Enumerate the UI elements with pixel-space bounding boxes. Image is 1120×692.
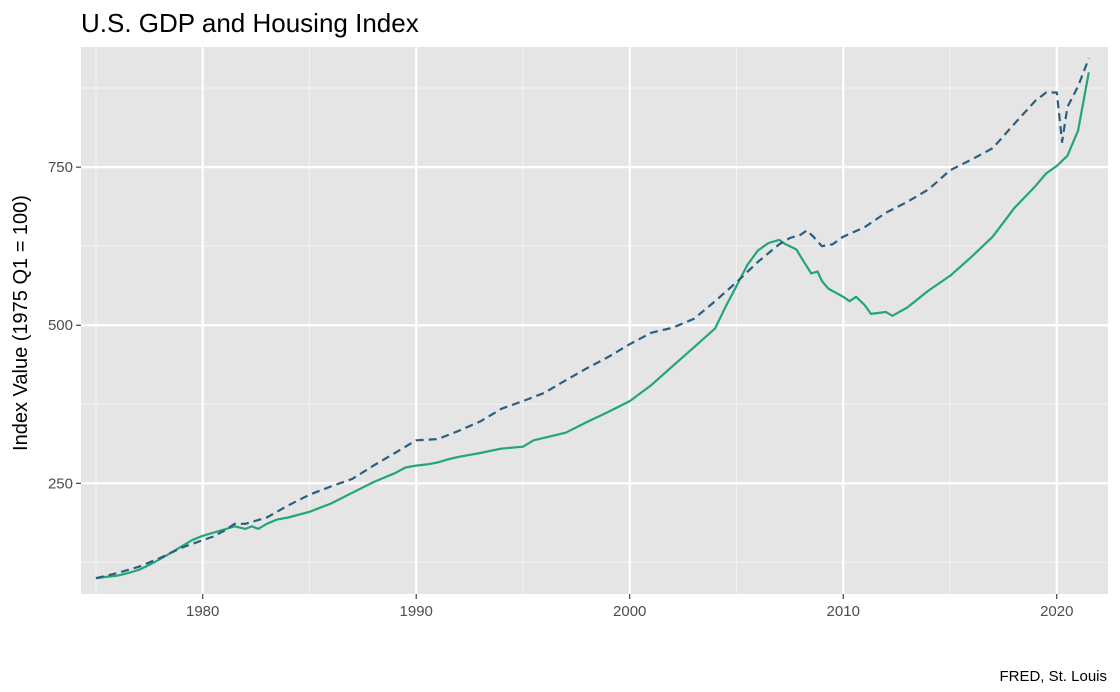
axis-ticks	[76, 166, 1058, 599]
x-tick-label: 2000	[613, 603, 646, 620]
series-line-2	[95, 58, 1090, 580]
y-axis-title: Index Value (1975 Q1 = 100)	[10, 195, 32, 451]
x-tick-label: 1980	[186, 603, 219, 620]
x-tick-label: 1990	[400, 603, 433, 620]
major-grid	[81, 47, 1108, 594]
series-layer	[95, 58, 1090, 580]
y-tick-label: 750	[48, 159, 73, 176]
minor-grid	[81, 47, 1108, 594]
x-tick-label: 2020	[1040, 603, 1073, 620]
chart-title: U.S. GDP and Housing Index	[81, 8, 419, 38]
y-tick-label: 250	[48, 475, 73, 492]
tick-labels: 1980 1990 2000 2010 2020 250 500 750	[48, 159, 1073, 620]
y-tick-label: 500	[48, 317, 73, 334]
x-tick-label: 2010	[827, 603, 860, 620]
plot-panel	[81, 47, 1108, 594]
chart-caption: FRED, St. Louis	[999, 668, 1107, 685]
